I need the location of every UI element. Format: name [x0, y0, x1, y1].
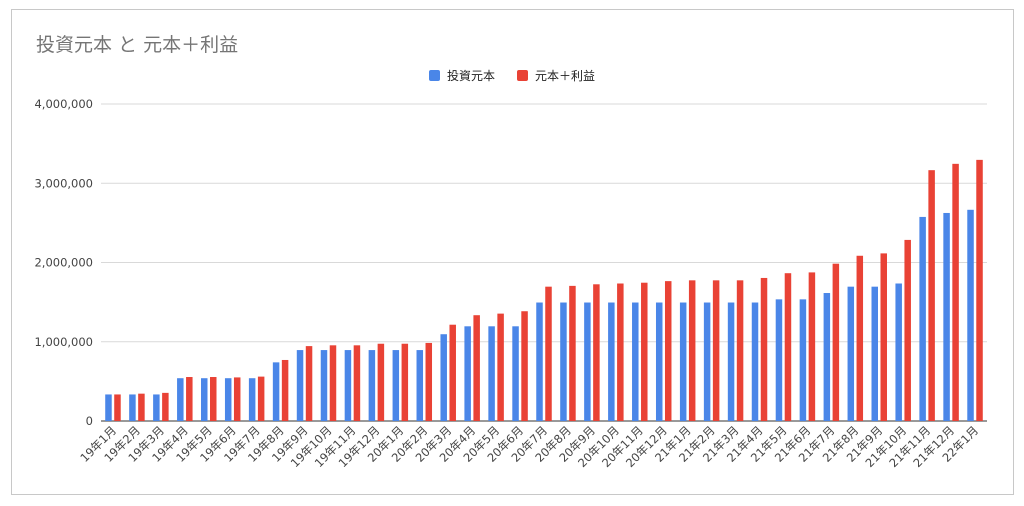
- bar-principal: [320, 350, 328, 421]
- bar-principal: [679, 302, 687, 421]
- bar-total: [856, 255, 864, 421]
- bar-principal: [655, 302, 663, 421]
- bar-principal: [224, 378, 232, 421]
- legend-swatch-principal: [428, 70, 440, 81]
- bar-total: [521, 311, 528, 421]
- bar-principal: [201, 378, 208, 421]
- bar-principal: [727, 302, 735, 421]
- bar-principal: [799, 299, 807, 421]
- bar-total: [425, 342, 433, 421]
- bar-total: [186, 377, 193, 421]
- bar-principal: [775, 299, 783, 421]
- legend-label-principal: 投資元本: [446, 69, 495, 83]
- bar-total: [138, 393, 145, 421]
- bar-total: [904, 239, 911, 421]
- bar-total: [569, 285, 576, 421]
- bar-total: [760, 277, 768, 421]
- bar-principal: [584, 302, 591, 421]
- bar-total: [593, 284, 600, 421]
- bar-principal: [296, 350, 304, 421]
- bar-total: [353, 345, 361, 421]
- bar-principal: [392, 350, 400, 421]
- bar-principal: [464, 326, 471, 421]
- bar-principal: [368, 350, 376, 421]
- bar-total: [162, 392, 169, 421]
- legend-label-total: 元本＋利益: [535, 69, 596, 83]
- bar-principal: [871, 286, 878, 421]
- bar-principal: [703, 302, 711, 421]
- bar-principal: [560, 302, 567, 421]
- bar-total: [545, 286, 552, 421]
- y-tick-label: 2,000,000: [34, 256, 93, 270]
- bar-total: [784, 273, 792, 421]
- bar-total: [473, 315, 480, 421]
- legend-item-principal[interactable]: 投資元本: [428, 67, 495, 84]
- bar-total: [497, 313, 504, 421]
- bar-principal: [105, 394, 112, 421]
- bar-principal: [919, 216, 926, 421]
- bar-total: [617, 283, 624, 421]
- bar-total: [688, 280, 696, 421]
- bar-principal: [248, 378, 256, 421]
- bar-principal: [153, 394, 160, 421]
- bar-principal: [129, 394, 136, 421]
- bar-total: [401, 343, 409, 421]
- bar-principal: [632, 302, 639, 421]
- bar-principal: [512, 326, 519, 421]
- bar-principal: [943, 212, 950, 421]
- bar-total: [952, 163, 959, 422]
- bar-principal: [272, 362, 280, 421]
- bar-total: [641, 282, 648, 421]
- bar-principal: [967, 209, 974, 421]
- bar-total: [808, 272, 816, 421]
- bar-total: [281, 359, 289, 421]
- bar-principal: [847, 286, 855, 421]
- y-tick-label: 4,000,000: [34, 97, 93, 111]
- bar-principal: [344, 350, 352, 421]
- bar-principal: [823, 293, 831, 421]
- bar-total: [233, 377, 241, 421]
- bar-total: [329, 345, 337, 421]
- bar-principal: [488, 326, 495, 421]
- bar-total: [377, 343, 385, 421]
- bar-principal: [177, 378, 184, 421]
- bar-total: [449, 324, 456, 421]
- bar-principal: [751, 302, 759, 421]
- bar-total: [114, 394, 121, 421]
- y-tick-label: 0: [86, 414, 93, 428]
- y-tick-label: 3,000,000: [34, 176, 93, 190]
- bar-total: [832, 263, 840, 421]
- bar-principal: [416, 350, 424, 421]
- bar-total: [664, 281, 672, 421]
- bar-principal: [608, 302, 615, 421]
- bar-total: [976, 159, 983, 421]
- bar-total: [210, 377, 217, 421]
- bar-principal: [440, 334, 447, 421]
- y-tick-label: 1,000,000: [34, 335, 93, 349]
- bar-total: [305, 346, 313, 421]
- bar-total: [712, 280, 720, 421]
- bar-principal: [536, 302, 543, 421]
- bar-total: [928, 170, 935, 421]
- legend-swatch-total: [517, 70, 528, 81]
- bar-total: [736, 280, 744, 421]
- chart-title: 投資元本 と 元本＋利益: [36, 34, 239, 56]
- chart-legend: 投資元本 元本＋利益: [0, 67, 1024, 84]
- bar-principal: [895, 283, 902, 421]
- legend-item-total[interactable]: 元本＋利益: [517, 67, 595, 84]
- bar-total: [257, 376, 265, 421]
- bar-total: [880, 253, 887, 421]
